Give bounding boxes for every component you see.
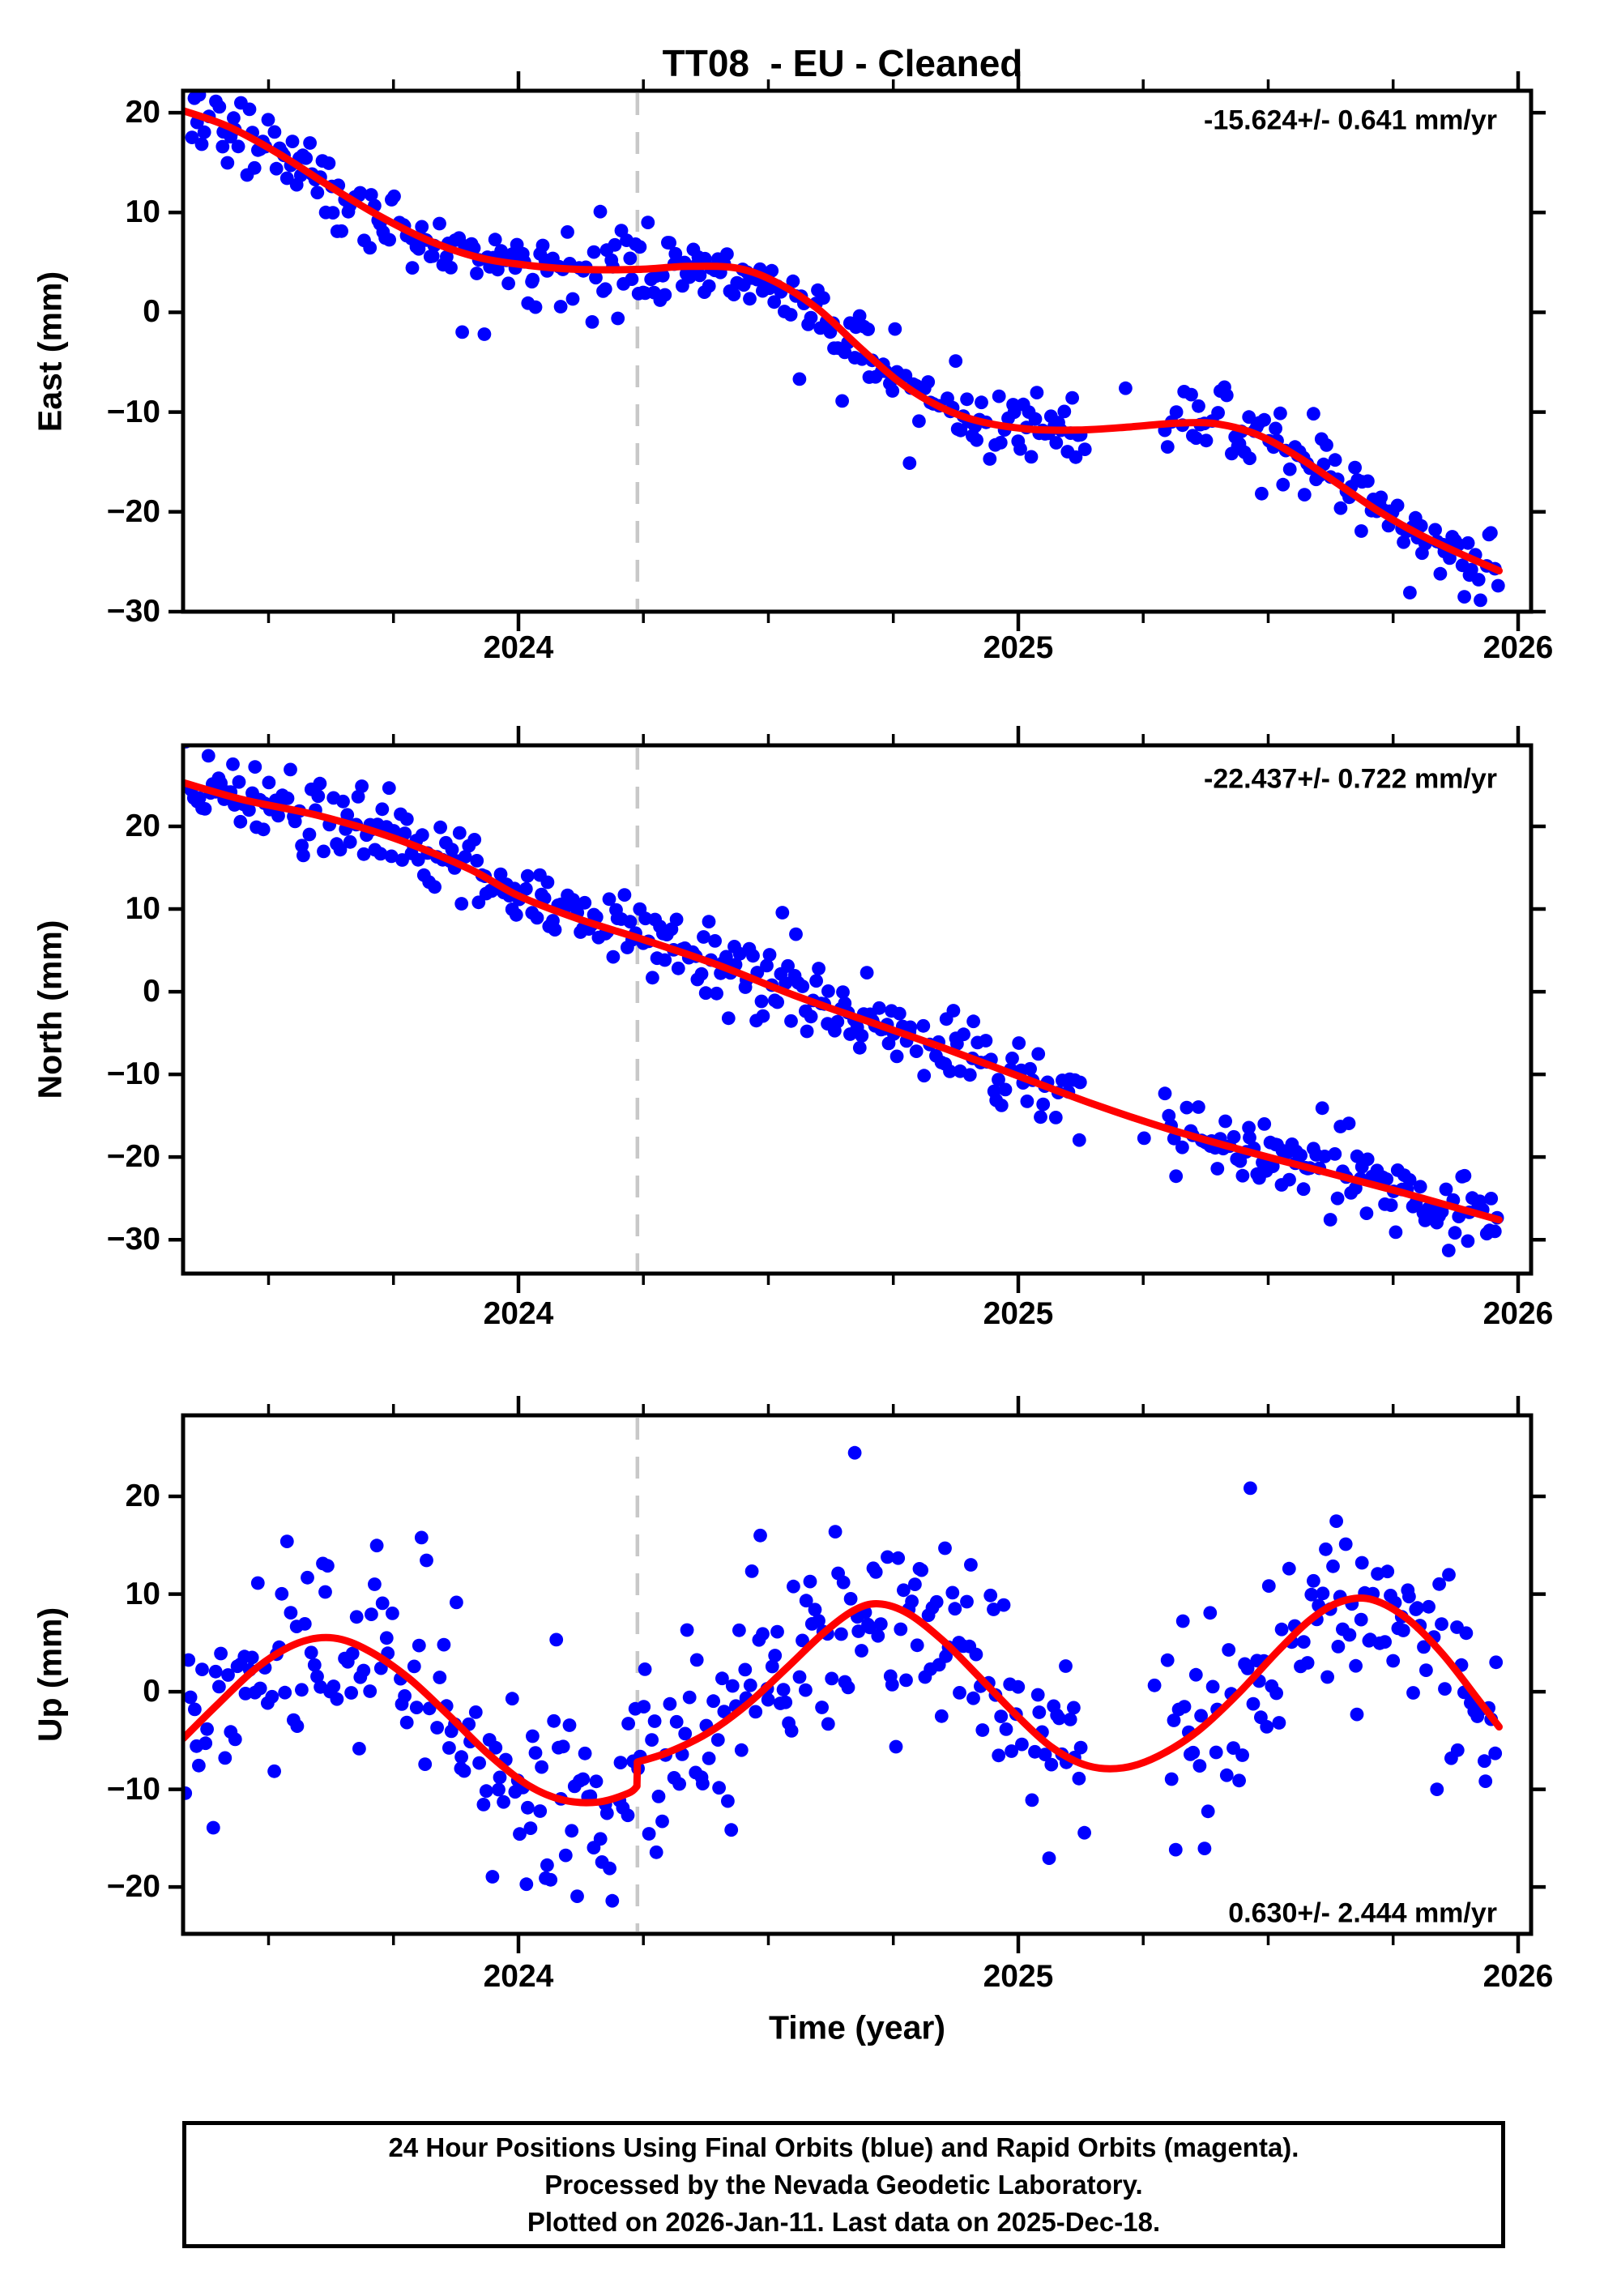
- panel-frame-east: [181, 88, 1534, 614]
- scatter-points-up: [183, 1445, 1504, 1908]
- y-tick-label-east--30: −30: [106, 594, 160, 629]
- x-tick-label-north-2026: 2026: [1482, 1296, 1554, 1331]
- trend-curve-up: [183, 1594, 1503, 1807]
- scatter-points-north: [183, 745, 1504, 1257]
- x-tick-label-north-2024: 2024: [483, 1296, 554, 1331]
- y-tick-label-north--10: −10: [106, 1056, 160, 1092]
- scatter-points-east: [185, 91, 1505, 608]
- y-tick-label-east-10: 10: [125, 194, 160, 230]
- panel-north: [169, 726, 1546, 1293]
- x-tick-label-up-2025: 2025: [983, 1959, 1054, 1994]
- y-tick-label-north-0: 0: [143, 974, 160, 1009]
- x-tick-label-north-2025: 2025: [983, 1296, 1054, 1331]
- x-tick-label-east-2026: 2026: [1482, 630, 1554, 665]
- y-tick-label-east--10: −10: [106, 394, 160, 429]
- y-tick-label-up-20: 20: [125, 1479, 160, 1514]
- rate-annotation-east: -15.624+/- 0.641 mm/yr: [1204, 105, 1497, 136]
- x-tick-label-up-2024: 2024: [483, 1959, 554, 1994]
- panel-up: [169, 1396, 1546, 1953]
- y-tick-label-north-20: 20: [125, 808, 160, 843]
- x-axis-title: Time (year): [768, 2008, 946, 2046]
- panel-east: [169, 71, 1546, 631]
- y-tick-label-east-20: 20: [125, 95, 160, 130]
- footer-note-box: 24 Hour Positions Using Final Orbits (bl…: [182, 2121, 1505, 2248]
- y-tick-label-up-0: 0: [143, 1674, 160, 1709]
- page-title: TT08 - EU - Cleaned: [662, 42, 1023, 84]
- panel-frame-up: [181, 1413, 1534, 1936]
- axis-ticks-east: [169, 71, 1546, 631]
- rate-annotation-north: -22.437+/- 0.722 mm/yr: [1204, 763, 1497, 795]
- panel-frame-north: [181, 743, 1534, 1276]
- y-tick-label-up--10: −10: [106, 1771, 160, 1807]
- x-tick-label-up-2026: 2026: [1482, 1959, 1554, 1994]
- y-tick-label-east--20: −20: [106, 493, 160, 529]
- trend-curve-north: [183, 779, 1503, 1224]
- axis-ticks-up: [169, 1396, 1546, 1953]
- y-tick-label-north--20: −20: [106, 1139, 160, 1175]
- trend-curve-east: [183, 107, 1503, 574]
- axis-ticks-north: [169, 726, 1546, 1293]
- rate-annotation-up: 0.630+/- 2.444 mm/yr: [1228, 1897, 1497, 1929]
- y-tick-label-east-0: 0: [143, 294, 160, 330]
- y-tick-label-up--20: −20: [106, 1869, 160, 1905]
- y-tick-label-north-10: 10: [125, 891, 160, 927]
- x-tick-label-east-2024: 2024: [483, 630, 554, 665]
- x-tick-label-east-2025: 2025: [983, 630, 1054, 665]
- footer-line-3: Plotted on 2026-Jan-11. Last data on 202…: [527, 2206, 1161, 2237]
- y-tick-label-north--30: −30: [106, 1222, 160, 1257]
- footer-line-1: 24 Hour Positions Using Final Orbits (bl…: [388, 2132, 1299, 2162]
- footer-line-2: Processed by the Nevada Geodetic Laborat…: [544, 2169, 1143, 2200]
- y-tick-label-up-10: 10: [125, 1576, 160, 1611]
